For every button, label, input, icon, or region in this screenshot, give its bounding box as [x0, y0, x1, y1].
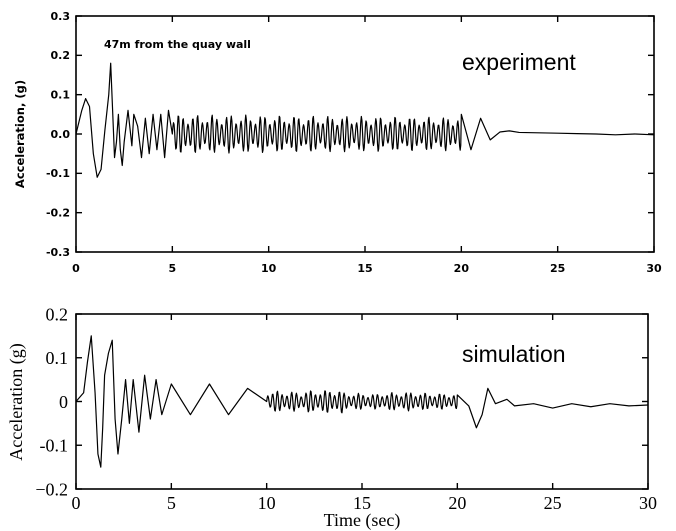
- experiment-x-tick-label: 5: [169, 262, 177, 275]
- experiment-x-tick-label: 20: [454, 262, 470, 275]
- experiment-y-tick-label: 0.2: [51, 49, 71, 62]
- experiment-y-tick-label: 0.3: [51, 10, 71, 23]
- simulation-ticks: [75, 313, 649, 490]
- simulation-x-tick-label: 30: [639, 493, 657, 513]
- simulation-x-tick-label: 25: [544, 493, 562, 513]
- simulation-x-axis-label: Time (sec): [324, 510, 401, 531]
- experiment-annotation: 47m from the quay wall: [104, 38, 251, 51]
- experiment-tick-labels: 0 5 10 15 20 25 30 -0.3 -0.2 -0.1 0.0 0.1 0.2 0.3: [46, 10, 662, 275]
- experiment-y-tick-label: 0.1: [51, 89, 71, 102]
- experiment-y-tick-label: -0.2: [46, 207, 70, 220]
- simulation-y-tick-label: −0.2: [35, 479, 68, 499]
- simulation-x-tick-label: 10: [258, 493, 276, 513]
- simulation-tick-labels: 0 5 10 15 20 25 30 −0.2 -0.1 0 0.1 0.2: [35, 304, 657, 513]
- experiment-panel: 0 5 10 15 20 25 30 -0.3 -0.2 -0.1 0.0 0.1 0.2 0.3 47m…: [13, 10, 662, 275]
- experiment-ticks: [75, 15, 655, 253]
- simulation-x-tick-label: 20: [448, 493, 466, 513]
- experiment-y-tick-label: 0.0: [51, 128, 71, 141]
- experiment-y-axis-label: Acceleration, (g): [13, 80, 27, 188]
- experiment-x-tick-label: 0: [72, 262, 80, 275]
- simulation-y-tick-label: 0.2: [46, 304, 69, 324]
- simulation-x-tick-label: 15: [353, 493, 371, 513]
- simulation-y-axis-label: Acceleration (g): [6, 343, 27, 460]
- experiment-x-tick-label: 25: [550, 262, 565, 275]
- simulation-x-tick-label: 0: [72, 493, 81, 513]
- simulation-label: simulation: [462, 341, 566, 367]
- simulation-y-tick-label: 0.1: [46, 348, 69, 368]
- simulation-panel: 0 5 10 15 20 25 30 −0.2 -0.1 0 0.1 0.2 simulation A…: [6, 304, 657, 531]
- experiment-y-tick-label: -0.3: [46, 246, 70, 259]
- experiment-label: experiment: [462, 49, 576, 75]
- simulation-x-tick-label: 5: [167, 493, 176, 513]
- experiment-y-tick-label: -0.1: [46, 167, 70, 180]
- experiment-acceleration-line: [75, 62, 655, 178]
- experiment-x-tick-label: 15: [357, 262, 372, 275]
- simulation-y-tick-label: 0: [59, 392, 68, 412]
- experiment-x-tick-label: 30: [646, 262, 662, 275]
- simulation-y-tick-label: -0.1: [40, 436, 69, 456]
- experiment-x-tick-label: 10: [261, 262, 277, 275]
- simulation-acceleration-line: [75, 335, 649, 468]
